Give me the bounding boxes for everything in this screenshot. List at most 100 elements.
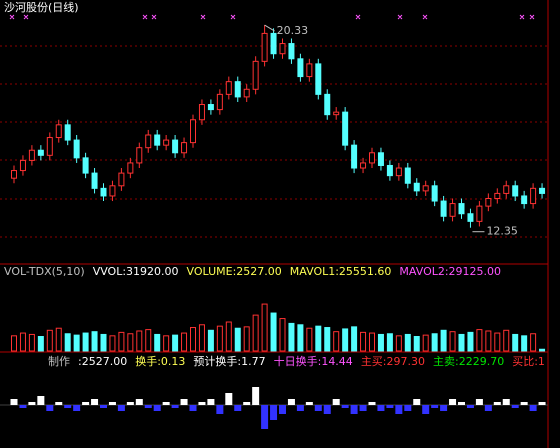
volume-bar — [198, 324, 205, 352]
volume-bar — [145, 329, 152, 352]
volume-bar — [216, 325, 223, 352]
candle-body — [100, 187, 107, 197]
volume-bar — [449, 331, 456, 352]
candle-body — [449, 203, 456, 217]
indicator-bar — [153, 405, 161, 411]
candle-body — [243, 88, 250, 98]
volume-bar — [19, 332, 26, 352]
indicator-bar — [305, 402, 313, 405]
indicator-bar — [225, 393, 233, 405]
volume-bar — [288, 322, 295, 352]
volume-bar — [252, 314, 259, 352]
candle-body — [136, 147, 143, 164]
volume-bar — [154, 333, 161, 352]
volume-bar — [324, 327, 331, 352]
indicator-bar — [395, 405, 403, 414]
candle-body — [55, 124, 62, 139]
candle-body — [369, 152, 375, 164]
volume-bar — [404, 333, 411, 352]
volume-bar — [386, 333, 393, 352]
candle-body — [288, 43, 295, 60]
volume-bar — [28, 333, 35, 352]
candle-body — [440, 200, 447, 217]
candle-body — [503, 185, 510, 194]
candle-body — [494, 192, 501, 199]
candle-body — [431, 185, 438, 202]
indicator-label: 预计换手:1.77 — [193, 354, 265, 368]
candle-body — [261, 32, 268, 62]
indicator-bar — [323, 405, 331, 414]
candle-body — [225, 81, 232, 95]
volume-bar — [333, 331, 340, 352]
candle-body — [234, 81, 241, 98]
volume-bar — [342, 328, 349, 352]
volume-bar — [270, 312, 277, 352]
volume-bar — [55, 327, 62, 352]
indicator-bar — [493, 402, 501, 405]
volume-bar — [494, 332, 501, 352]
volume-bar — [73, 334, 80, 352]
indicator-bar — [520, 402, 528, 405]
candle-body — [207, 104, 214, 111]
indicator-label: 买比:1 — [512, 355, 545, 368]
candle-body — [172, 139, 179, 154]
indicator-bar — [243, 402, 251, 405]
candle-body — [297, 58, 304, 78]
indicator-bar — [359, 405, 367, 411]
indicator-label: 主卖:2229.70 — [433, 355, 504, 368]
candle-body — [351, 144, 358, 169]
indicator-bar — [10, 399, 18, 405]
candle-body — [118, 172, 125, 187]
indicator-bar — [502, 399, 510, 405]
indicator-bar — [108, 402, 116, 405]
candle-body — [521, 195, 528, 205]
indicator-bar — [511, 405, 519, 408]
indicator-bar — [19, 405, 27, 408]
volume-bar — [539, 348, 546, 352]
volume-bar — [503, 329, 510, 352]
volume-bar — [306, 327, 313, 352]
volume-bar — [369, 332, 375, 352]
indicator-bar — [117, 405, 125, 411]
indicator-label: VOL-TDX(5,10) — [4, 265, 85, 278]
indicator-label: 十日换手:14.44 — [274, 354, 353, 368]
indicator-bar — [207, 399, 215, 405]
volume-bar — [91, 331, 98, 352]
indicator-bar — [55, 402, 63, 405]
indicator-bar — [91, 399, 99, 405]
indicator-bar — [458, 402, 465, 405]
annotation: 20.33 — [277, 24, 309, 37]
candle-body — [216, 93, 223, 111]
volume-bar — [163, 335, 170, 352]
candle-body — [163, 139, 170, 146]
indicator-bar — [73, 405, 81, 411]
candle-body — [539, 187, 546, 194]
indicator-bar — [37, 396, 45, 405]
volume-bar — [530, 333, 537, 352]
volume-bar — [118, 331, 125, 352]
indicator-bar — [440, 405, 448, 411]
indicator-bar — [28, 402, 36, 405]
indicator-bar — [279, 405, 286, 414]
candle-body — [476, 205, 483, 222]
candle-body — [324, 93, 331, 116]
volume-bar — [234, 327, 241, 352]
volume-bar — [485, 330, 492, 352]
volume-bar — [413, 336, 420, 352]
indicator-bar — [422, 405, 430, 414]
price-grid — [0, 45, 548, 238]
indicator-bar — [135, 399, 143, 405]
volume-bar — [37, 336, 44, 352]
volume-bar — [64, 333, 71, 352]
volume-bar — [360, 331, 367, 352]
volume-bar — [11, 335, 17, 352]
indicator-bar — [413, 399, 421, 405]
indicator-bar — [270, 405, 278, 420]
volume-bar — [279, 318, 286, 352]
volume-bar — [207, 329, 214, 352]
indicator-bar — [216, 405, 224, 414]
volume-bar — [395, 335, 402, 352]
indicator-bar — [171, 405, 179, 408]
volume-bar — [136, 330, 143, 352]
